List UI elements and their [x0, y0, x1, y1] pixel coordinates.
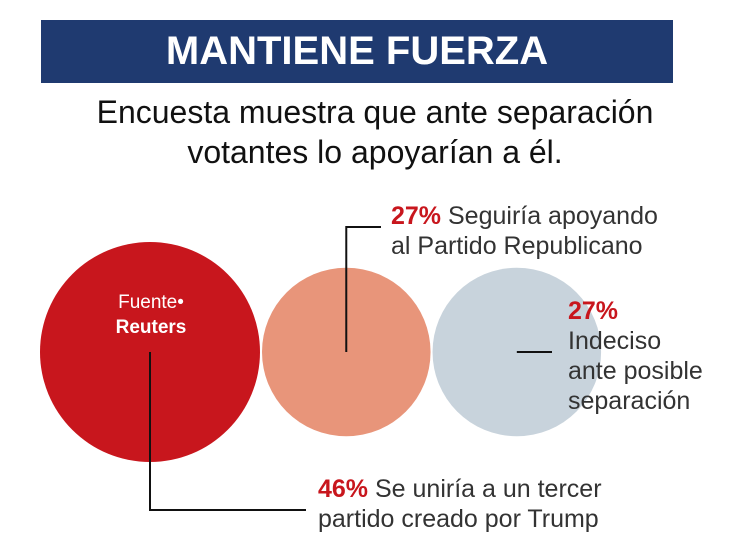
- subtitle-line-2: votantes lo apoyarían a él.: [187, 134, 563, 170]
- value-label-indeciso: 27%: [568, 297, 619, 325]
- desc-indeciso-1: Indeciso: [568, 327, 662, 355]
- bubble-indeciso: [432, 267, 602, 437]
- value-label-tercer-partido: 46%: [318, 475, 369, 503]
- desc-tercer-partido-1: Se uniría a un tercer: [375, 475, 602, 503]
- desc-tercer-partido-2: partido creado por Trump: [318, 505, 599, 533]
- leader-line-republicano: [345, 226, 381, 352]
- label-indeciso: 27% Indeciso ante posible separación: [568, 296, 703, 416]
- desc-indeciso-3: separación: [568, 387, 691, 415]
- source-note: Fuente• Reuters: [115, 292, 187, 338]
- source-label: Fuente: [118, 292, 178, 313]
- label-republicano: 27% Seguiría apoyando al Partido Republi…: [391, 201, 658, 261]
- label-tercer-partido: 46% Se uniría a un tercer partido creado…: [318, 474, 602, 534]
- desc-republicano-1: Seguiría apoyando: [448, 202, 658, 230]
- chart-title: MANTIENE FUERZA: [165, 29, 549, 73]
- source-value: Reuters: [115, 317, 187, 338]
- desc-republicano-2: al Partido Republicano: [391, 232, 643, 260]
- leader-line-tercer-partido: [149, 352, 306, 511]
- value-label-republicano: 27%: [391, 202, 442, 230]
- title-banner: MANTIENE FUERZA: [41, 20, 673, 83]
- desc-indeciso-2: ante posible: [568, 357, 703, 385]
- subtitle-line-1: Encuesta muestra que ante separación: [96, 94, 654, 130]
